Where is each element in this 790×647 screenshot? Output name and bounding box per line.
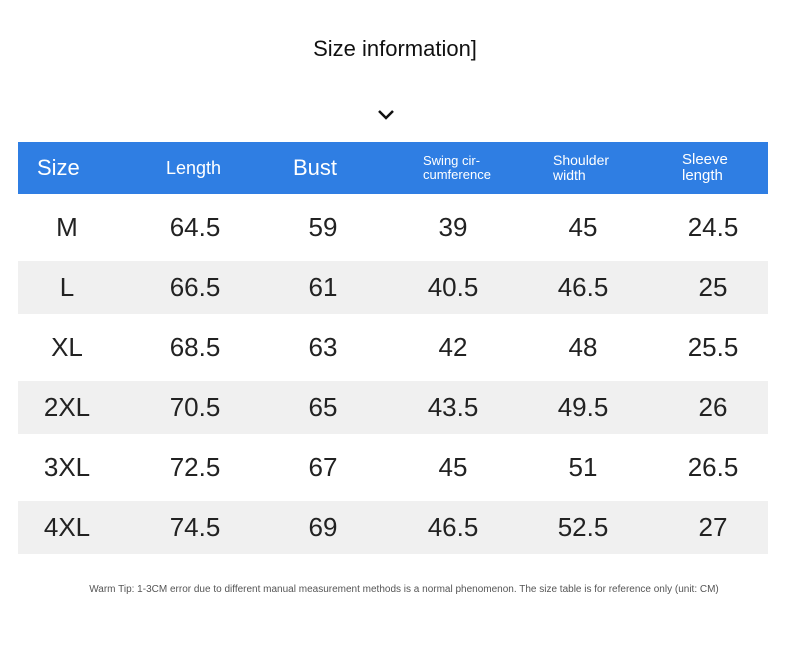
table-cell: M [56, 212, 78, 242]
table-cell: XL [51, 332, 83, 362]
table-cell: 67 [308, 452, 338, 482]
table-cell: 43.5 [427, 392, 479, 422]
table-cell: 3XL [43, 452, 91, 482]
table-cell: 27 [698, 512, 728, 542]
header-cell: Sleeve length [682, 152, 728, 184]
table-cell: 66.5 [169, 272, 221, 302]
table-cell: 72.5 [169, 452, 221, 482]
header-cell: Shoulder width [553, 153, 609, 182]
table-cell: 2XL [43, 392, 91, 422]
table-cell: 69 [308, 512, 338, 542]
table-cell: 46.5 [557, 272, 609, 302]
table-cell: 45 [568, 212, 598, 242]
table-cell: 26.5 [687, 452, 739, 482]
row-band [18, 381, 768, 434]
header-line: Swing cir- [423, 153, 481, 169]
header-line: Size [37, 155, 80, 181]
table-cell: 48 [568, 332, 598, 362]
header-line: Bust [293, 155, 338, 181]
table-cell: 59 [308, 212, 338, 242]
table-cell: 68.5 [169, 332, 221, 362]
header-cell: Length [166, 157, 222, 178]
table-cell: 70.5 [169, 392, 221, 422]
header-line: Length [166, 157, 222, 178]
table-cell: 42 [438, 332, 468, 362]
table-cell: 49.5 [557, 392, 609, 422]
header-line: cumference [423, 166, 491, 182]
table-cell: 64.5 [169, 212, 221, 242]
header-line: width [553, 166, 586, 183]
table-cell: 25 [698, 272, 728, 302]
table-cell: 65 [308, 392, 338, 422]
header-cell: Size [37, 156, 80, 179]
header-cell: Bust [293, 156, 337, 179]
table-cell: 26 [698, 392, 728, 422]
table-cell: L [59, 272, 75, 302]
table-cell: 40.5 [427, 272, 479, 302]
table-cell: 63 [308, 332, 338, 362]
row-band [18, 261, 768, 314]
header-line: Shoulder [553, 152, 610, 169]
table-header: Size Length Bust Swing cir-cumference Should… [18, 142, 768, 194]
table-cell: 51 [568, 452, 598, 482]
table-cell: 4XL [43, 512, 91, 542]
footer-tip: Warm Tip: 1-3CM error due to different m… [89, 584, 719, 595]
table-cell: 46.5 [427, 512, 479, 542]
table-cell: 52.5 [557, 512, 609, 542]
table-cell: 24.5 [687, 212, 739, 242]
table-cell: 25.5 [687, 332, 739, 362]
table-cell: 61 [308, 272, 338, 302]
header-line: length [682, 167, 723, 184]
chevron-icon [378, 110, 394, 120]
table-cell: 45 [438, 452, 468, 482]
table-cell: 74.5 [169, 512, 221, 542]
title: Size information] [313, 36, 477, 61]
row-band [18, 501, 768, 554]
header-cell: Swing cir-cumference [423, 154, 491, 181]
table-cell: 39 [438, 212, 468, 242]
header-line: Sleeve [682, 151, 728, 169]
